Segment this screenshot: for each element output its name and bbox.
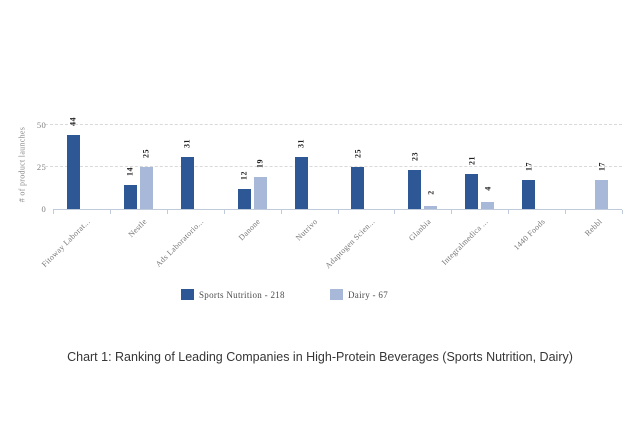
legend-label-dairy: Dairy - 67	[348, 290, 388, 300]
x-axis-label: Ads Laboratorio...	[153, 217, 206, 269]
bar-sports-nutrition	[237, 188, 251, 209]
bar-dairy	[139, 166, 153, 209]
bar-sports-nutrition	[123, 185, 137, 209]
bar-value-label: 19	[255, 158, 265, 168]
bar-sports-nutrition	[66, 134, 80, 209]
bar-sports-nutrition	[180, 156, 194, 209]
bar-sports-nutrition	[408, 170, 422, 209]
axis-tick	[565, 210, 567, 214]
bar-value-label: 23	[410, 152, 420, 162]
x-axis-label: Adaptogen Scien...	[323, 217, 377, 271]
bar-value-label: 4	[483, 186, 493, 191]
axis-tick	[109, 210, 111, 214]
bar-sports-nutrition	[465, 173, 479, 209]
bar-value-label: 25	[141, 148, 151, 158]
bar-dairy	[481, 202, 495, 209]
y-tick-label-25: 25	[36, 161, 46, 172]
bar-sports-nutrition	[522, 180, 536, 209]
x-axis-label: Integralmedica ...	[440, 217, 491, 267]
bar-sports-nutrition	[294, 156, 308, 209]
axis-tick	[451, 210, 453, 214]
bar-value-label: 17	[597, 162, 607, 172]
x-axis-label: Danone	[237, 217, 263, 243]
bar-sports-nutrition	[351, 166, 365, 209]
bar-dairy	[253, 176, 267, 209]
bar-value-label: 44	[68, 116, 78, 126]
legend-label-sports-nutrition: Sports Nutrition - 218	[199, 290, 285, 300]
bar-value-label: 17	[524, 162, 534, 172]
x-axis-label: Rebbl	[582, 217, 604, 238]
x-axis-label: Fitoway Laborat...	[39, 217, 92, 269]
gridline-50	[45, 124, 622, 125]
bar-value-label: 14	[125, 167, 135, 177]
chart-caption: Chart 1: Ranking of Leading Companies in…	[67, 350, 573, 364]
y-tick-label-0: 0	[41, 204, 46, 214]
x-axis-label: Glanbia	[407, 217, 434, 243]
x-axis-line	[53, 209, 622, 210]
axis-tick	[337, 210, 339, 214]
x-axis-label: Nestle	[126, 217, 149, 240]
axis-tick	[166, 210, 168, 214]
bar-value-label: 2	[426, 189, 436, 195]
bar-value-label: 31	[296, 138, 306, 148]
gridline-25	[45, 166, 622, 168]
axis-tick	[53, 210, 54, 214]
legend-swatch-dairy	[330, 289, 343, 300]
bar-value-label: 31	[182, 138, 192, 148]
axis-tick	[622, 210, 623, 214]
bar-dairy	[595, 180, 609, 209]
y-tick-label-50: 50	[36, 119, 46, 130]
axis-tick	[223, 210, 225, 214]
x-axis-label: 1440 Foods	[511, 217, 548, 253]
legend-swatch-sports-nutrition	[181, 289, 194, 300]
bar-value-label: 12	[239, 170, 249, 180]
bar-value-label: 25	[353, 148, 363, 158]
axis-tick	[508, 210, 510, 214]
chart-legend: Sports Nutrition - 218 Dairy - 67	[0, 289, 640, 303]
bar-dairy	[424, 205, 438, 209]
x-axis-label: Nutrivo	[293, 217, 320, 243]
bar-value-label: 21	[467, 155, 477, 165]
axis-tick	[280, 210, 282, 214]
axis-tick	[394, 210, 396, 214]
